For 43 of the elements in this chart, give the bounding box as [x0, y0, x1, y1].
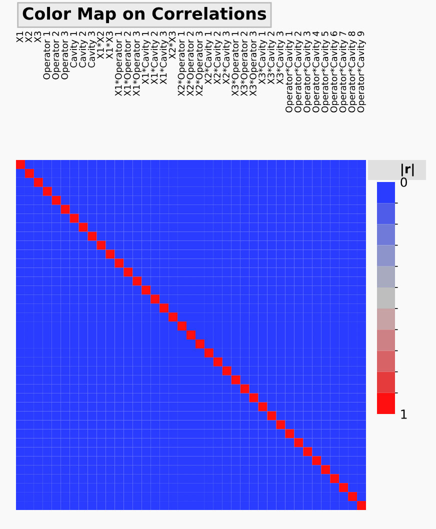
x-tick-label: X2*Operator 3	[196, 32, 204, 96]
chart-title: Color Map on Correlations	[22, 6, 266, 24]
x-tick-label: X1*Cavity 3	[160, 32, 168, 84]
x-tick-label: Operator 2	[52, 32, 61, 80]
x-tick-label: X2	[25, 32, 32, 42]
x-tick-label: X2*Operator 2	[186, 32, 196, 96]
x-tick-label: Cavity 2	[78, 32, 88, 68]
x-tick-label: X3	[34, 32, 42, 42]
x-tick-label: Operator*Cavity 5	[321, 32, 330, 112]
x-tick-label: X1*X2	[97, 32, 104, 59]
color-bar-label: 0	[400, 177, 407, 187]
x-tick-label: Operator 1	[43, 32, 52, 80]
x-tick-label: X2*Cavity 1	[204, 32, 214, 84]
x-tick-label: X3*Operator 3	[250, 32, 258, 96]
x-tick-label: Operator*Cavity 9	[357, 31, 366, 112]
color-bar-title: |r|	[401, 164, 414, 176]
x-tick-label: X1*X3	[106, 32, 113, 59]
x-tick-label: Cavity 3	[88, 32, 97, 68]
x-tick-label: X1*Operator 2	[124, 32, 133, 96]
x-tick-label: X2*Operator 1	[178, 32, 186, 96]
x-tick-label: X2*Cavity 3	[222, 32, 232, 84]
x-tick-label: Operator*Cavity 3	[303, 32, 312, 112]
color-bar-label: 1	[401, 410, 407, 419]
x-tick-label: Operator*Cavity 8	[348, 31, 357, 112]
x-tick-label: X3*Cavity 3	[276, 32, 286, 84]
x-tick-label: X2*Cavity 2	[214, 32, 222, 84]
x-tick-label: X1	[16, 32, 23, 42]
x-tick-label: Cavity 1	[70, 32, 79, 68]
x-tick-label: X1*Cavity 1	[142, 32, 150, 84]
x-tick-label: X3*Operator 1	[232, 32, 240, 96]
x-tick-label: X1*Operator 1	[114, 32, 124, 96]
x-tick-label: Operator*Cavity 7	[339, 32, 348, 112]
x-tick-label: X2*X3	[168, 32, 176, 59]
x-tick-label: Operator*Cavity 6	[330, 31, 339, 112]
x-tick-label: X1*Cavity 2	[150, 32, 160, 84]
x-tick-label: X3*Cavity 1	[258, 32, 268, 84]
x-tick-label: Operator*Cavity 2	[294, 32, 304, 112]
x-tick-label: X3*Operator 2	[240, 32, 250, 96]
x-tick-label: X3*Cavity 2	[267, 32, 276, 84]
x-tick-label: Operator 3	[61, 32, 70, 80]
x-tick-label: Operator*Cavity 1	[285, 32, 294, 112]
x-tick-label: Operator*Cavity 4	[312, 31, 322, 112]
x-tick-label: X1*Operator 3	[132, 32, 142, 96]
